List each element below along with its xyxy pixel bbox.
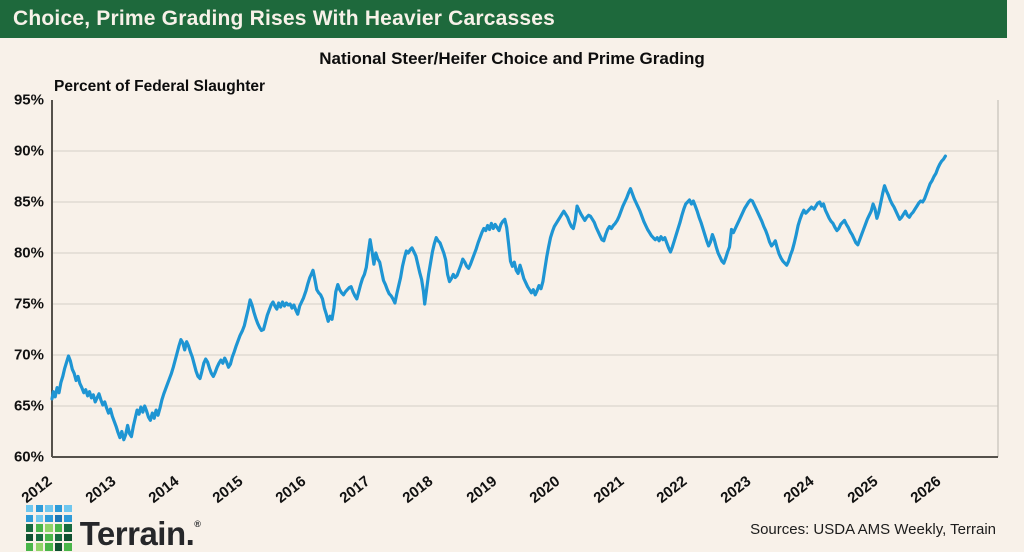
y-tick-label: 70% xyxy=(13,346,44,364)
y-axis-title: Percent of Federal Slaughter xyxy=(54,78,266,95)
terrain-logo-text: Terrain.® xyxy=(79,515,201,552)
y-tick-label: 85% xyxy=(13,193,44,211)
logo-square xyxy=(54,533,63,542)
logo-square xyxy=(54,524,63,532)
logo-square xyxy=(26,505,34,513)
registered-mark: ® xyxy=(194,519,201,529)
logo-square xyxy=(54,543,63,551)
logo-square xyxy=(45,505,53,513)
logo-square xyxy=(45,543,53,551)
logo-square xyxy=(35,543,43,551)
y-tick-label: 80% xyxy=(13,244,44,262)
logo-square xyxy=(45,524,53,532)
page-title: Choice, Prime Grading Rises With Heavier… xyxy=(13,7,556,30)
logo-square xyxy=(26,543,34,551)
y-tick-label: 95% xyxy=(13,91,44,109)
logo-square xyxy=(54,505,63,513)
terrain-logo: Terrain.® xyxy=(26,502,201,552)
y-tick-label: 60% xyxy=(13,448,44,466)
logo-square xyxy=(35,514,43,522)
logo-square xyxy=(45,533,53,542)
logo-square xyxy=(64,543,72,551)
logo-square xyxy=(35,524,43,532)
sources-note: Sources: USDA AMS Weekly, Terrain xyxy=(750,521,996,538)
y-tick-label: 75% xyxy=(13,295,44,313)
logo-square xyxy=(26,514,34,522)
terrain-logo-mosaic-icon xyxy=(26,505,72,551)
y-tick-label: 65% xyxy=(13,397,44,415)
header-bar: Choice, Prime Grading Rises With Heavier… xyxy=(0,0,1007,38)
logo-square xyxy=(35,533,43,542)
chart-title: National Steer/Heifer Choice and Prime G… xyxy=(319,49,705,68)
choice-prime-series-line xyxy=(50,154,947,442)
logo-square xyxy=(45,514,53,522)
logo-square xyxy=(64,505,72,513)
logo-square xyxy=(26,524,34,532)
logo-square xyxy=(26,533,34,542)
logo-square xyxy=(54,514,63,522)
logo-square xyxy=(64,524,72,532)
logo-square xyxy=(64,514,72,522)
y-tick-label: 90% xyxy=(13,142,44,160)
logo-square xyxy=(35,505,43,513)
logo-square xyxy=(64,533,72,542)
